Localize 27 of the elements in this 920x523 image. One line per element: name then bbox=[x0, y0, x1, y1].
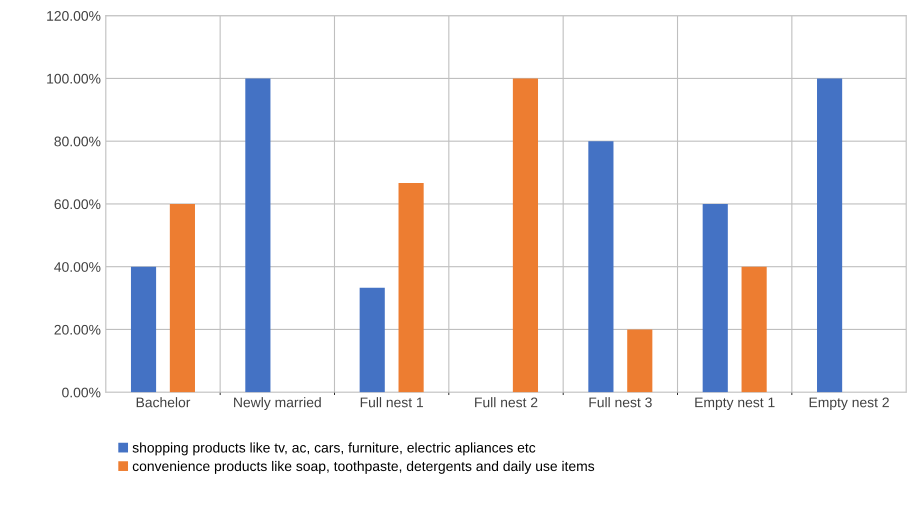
bar bbox=[130, 266, 156, 392]
legend-label: shopping products like tv, ac, cars, furniture, electric apliances etc bbox=[132, 442, 536, 456]
bar bbox=[627, 329, 652, 392]
x-tick-label: Empty nest 2 bbox=[810, 397, 889, 410]
bar bbox=[742, 266, 767, 392]
y-tick-label: 60.00% bbox=[54, 199, 100, 210]
bar bbox=[360, 288, 385, 392]
y-tick-label: 80.00% bbox=[54, 136, 100, 146]
bar bbox=[245, 78, 270, 392]
x-tick-label: Full nest 1 bbox=[360, 397, 424, 408]
legend-label: convenience products like soap, toothpaste, detergents and daily use items bbox=[132, 460, 594, 474]
bar bbox=[588, 141, 614, 392]
bar bbox=[398, 182, 424, 392]
bar bbox=[817, 78, 842, 392]
x-tick-label: Full nest 3 bbox=[589, 397, 652, 408]
y-tick-label: 40.00% bbox=[54, 262, 100, 272]
x-tick-label: Full nest 2 bbox=[475, 397, 538, 408]
y-tick-label: 120.00% bbox=[47, 11, 100, 21]
bar bbox=[170, 204, 195, 392]
x-tick-label: Bachelor bbox=[136, 397, 190, 408]
y-tick-label: 20.00% bbox=[54, 324, 100, 335]
bar bbox=[702, 204, 728, 392]
x-tick-label: Newly married bbox=[234, 397, 321, 410]
y-tick-label: 100.00% bbox=[47, 74, 100, 84]
bar bbox=[512, 78, 538, 392]
x-tick-label: Empty nest 1 bbox=[695, 398, 775, 410]
y-tick-label: 0.00% bbox=[62, 388, 100, 398]
